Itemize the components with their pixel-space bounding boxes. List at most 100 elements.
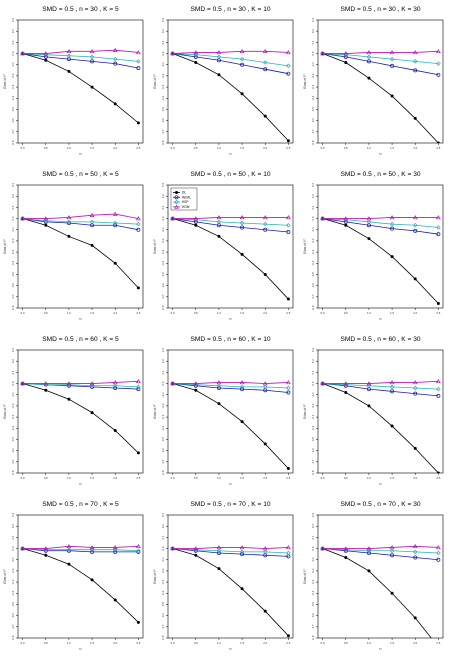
series-line-dl [322, 383, 439, 473]
y-axis-label: Bias of I² [3, 74, 7, 89]
x-tick-label: 0.0 [21, 311, 25, 315]
data-point [216, 545, 222, 550]
x-tick-label: 0.5 [194, 146, 198, 150]
y-tick-label: -0.1 [161, 557, 165, 562]
data-point [113, 102, 117, 106]
chart-title: SMD = 0.5 , n = 60 , K = 10 [190, 336, 270, 343]
chart-panel-3: SMD = 0.5 , n = 30 , K = 30 0.3 0.2 0.1 0.0 -… [303, 6, 444, 156]
plot-area [170, 380, 291, 471]
chart-panel-7: SMD = 0.5 , n = 60 , K = 5 0.3 0.2 0.1 0.0 -0… [3, 336, 144, 486]
data-point [239, 220, 245, 226]
y-tick-label: -0.1 [11, 227, 15, 232]
series-line-hsp [322, 548, 439, 554]
data-point [43, 218, 49, 224]
x-axis-label: τ² [79, 152, 82, 156]
series-line-dl [22, 383, 139, 454]
y-tick-label: -0.8 [11, 470, 15, 475]
series-line-dl [322, 548, 432, 638]
series-line-reml [22, 53, 139, 69]
y-tick-label: -0.6 [161, 613, 165, 618]
chart-panel-1: SMD = 0.5 , n = 30 , K = 5 0.3 0.2 0.1 0.0 -0… [3, 6, 144, 156]
data-point [112, 545, 118, 550]
y-tick-label: 0.3 [311, 513, 315, 517]
data-point [412, 222, 418, 228]
y-tick-label: -0.2 [311, 403, 315, 408]
y-tick-label: 0.1 [11, 535, 15, 539]
chart-panel-6: SMD = 0.5 , n = 50 , K = 30 0.3 0.2 0.1 0.0 -… [303, 171, 444, 321]
y-tick-label: -0.6 [161, 448, 165, 453]
plot-frame [167, 184, 294, 309]
series-line-reml [322, 548, 439, 561]
x-tick-label: 0.0 [171, 146, 175, 150]
y-tick-label: -0.6 [11, 448, 15, 453]
y-tick-label: -0.1 [11, 557, 15, 562]
chart-panel-2: SMD = 0.5 , n = 30 , K = 10 0.3 0.2 0.1 0.0 -… [153, 6, 294, 156]
data-point [412, 215, 418, 220]
y-tick-label: -0.4 [11, 260, 15, 265]
y-tick-label: -0.6 [311, 283, 315, 288]
data-point [113, 61, 118, 66]
chart-panel-9: SMD = 0.5 , n = 60 , K = 30 0.3 0.2 0.1 0.0 -… [303, 336, 444, 486]
y-tick-label: -0.8 [161, 305, 165, 310]
x-tick-label: 1.5 [240, 476, 244, 480]
x-tick-label: 2.5 [136, 311, 140, 315]
data-point [435, 379, 441, 384]
data-point [436, 232, 441, 237]
data-point [239, 384, 245, 390]
data-point [239, 545, 245, 550]
data-point [389, 56, 395, 62]
y-tick-label: 0.0 [161, 216, 165, 220]
data-point [135, 50, 141, 55]
data-point [262, 221, 268, 227]
y-tick-label: 0.3 [11, 348, 15, 352]
data-point [193, 219, 198, 224]
data-point [89, 212, 95, 217]
y-tick-label: -0.5 [161, 107, 165, 112]
data-point [90, 411, 94, 415]
data-point [367, 569, 371, 573]
y-tick-label: -0.4 [161, 260, 165, 265]
y-tick-label: -0.6 [11, 283, 15, 288]
x-tick-label: 0.0 [21, 641, 25, 645]
y-tick-label: -0.2 [11, 403, 15, 408]
data-point [135, 544, 141, 549]
y-tick-label: 0.2 [11, 359, 15, 363]
data-point [44, 223, 48, 227]
series-line-dl [22, 218, 139, 289]
x-tick-label: 0.5 [344, 641, 348, 645]
data-point [193, 381, 199, 386]
y-tick-label: 0.3 [161, 348, 165, 352]
data-point [436, 393, 441, 398]
y-tick-label: -0.8 [161, 470, 165, 475]
plot-frame [17, 349, 144, 474]
chart-title: SMD = 0.5 , n = 30 , K = 5 [42, 6, 119, 13]
x-tick-label: 0.5 [194, 311, 198, 315]
series-line-reml [172, 548, 289, 557]
y-axis-label: Bias of I² [3, 404, 7, 419]
y-tick-label: -0.7 [161, 624, 165, 629]
x-tick-label: 0.0 [21, 146, 25, 150]
series-line-dl [172, 383, 289, 469]
y-tick-label: -0.8 [11, 635, 15, 640]
y-tick-label: 0.0 [11, 546, 15, 550]
data-point [67, 397, 71, 401]
data-point [389, 545, 395, 550]
y-tick-label: -0.8 [311, 470, 315, 475]
x-tick-label: 1.0 [67, 311, 71, 315]
data-point [239, 49, 245, 54]
series-line-hom [322, 50, 439, 54]
data-point [344, 223, 348, 227]
data-point [436, 61, 441, 66]
y-tick-label: -0.4 [311, 590, 315, 595]
x-tick-label: 2.5 [436, 476, 440, 480]
data-point [320, 381, 326, 386]
x-tick-label: 0.0 [321, 476, 325, 480]
data-point [262, 49, 268, 54]
data-point [343, 383, 348, 388]
y-tick-label: -0.3 [311, 84, 315, 89]
y-tick-label: -0.8 [11, 140, 15, 145]
y-tick-label: 0.1 [311, 205, 315, 209]
x-tick-label: 0.5 [194, 476, 198, 480]
data-point [286, 230, 291, 234]
x-tick-label: 2.5 [436, 146, 440, 150]
